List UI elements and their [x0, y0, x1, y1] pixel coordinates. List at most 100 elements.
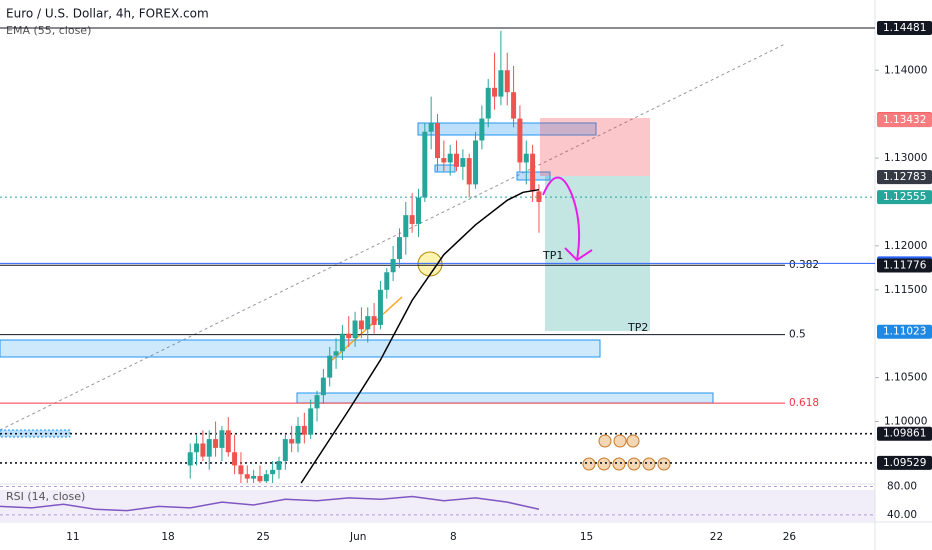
- ema-line: [300, 188, 540, 484]
- candle-body: [219, 430, 225, 448]
- x-tick-label: 26: [783, 531, 797, 543]
- candle-body: [523, 153, 529, 163]
- arrow: [542, 176, 593, 262]
- candle-body: [327, 355, 333, 378]
- trend-line: [0, 43, 786, 431]
- y-tick-label: 1.14000: [884, 64, 927, 76]
- candle-body: [517, 118, 523, 163]
- candle-body: [187, 452, 193, 466]
- candle-body: [251, 475, 257, 479]
- candle-body: [428, 122, 434, 132]
- candle-body: [320, 377, 326, 396]
- annotation: TP1: [542, 249, 563, 262]
- fib-label: 0.5: [789, 329, 806, 341]
- candle-body: [200, 443, 206, 457]
- candle-body: [238, 465, 244, 475]
- x-tick-label: 18: [161, 531, 174, 543]
- y-tick-label: 1.10500: [884, 372, 927, 384]
- candle-body: [504, 70, 510, 93]
- x-tick-label: 8: [450, 531, 457, 543]
- candle-body: [435, 122, 440, 159]
- candle-body: [511, 92, 517, 119]
- candle-body: [257, 475, 263, 482]
- chart-title: Euro / U.S. Dollar, 4h, FOREX.com: [6, 7, 209, 21]
- candle-body: [396, 237, 402, 260]
- candle-body: [485, 87, 491, 119]
- price-badge-label: 1.14481: [883, 22, 926, 34]
- candle-body: [206, 439, 212, 457]
- rsi-line: [0, 495, 540, 512]
- rsi-tick-label: 40.00: [887, 509, 917, 521]
- fib-label: 0.618: [789, 397, 819, 409]
- candle-body: [409, 215, 415, 224]
- zone: [0, 339, 601, 358]
- zone: [434, 164, 456, 173]
- candle-body: [422, 131, 428, 198]
- fib-label: 0.382: [789, 259, 819, 271]
- candle-body: [536, 191, 542, 202]
- candle-body: [415, 197, 421, 224]
- candle-body: [213, 439, 219, 448]
- indicator-label: RSI (14, close): [6, 490, 85, 503]
- candle-body: [466, 158, 472, 185]
- price-badge-label: 1.13432: [883, 114, 926, 126]
- y-tick-label: 1.12000: [884, 240, 927, 252]
- price-badge-label: 1.09861: [883, 428, 926, 440]
- candle-body: [454, 153, 460, 167]
- candle-body: [339, 333, 345, 352]
- candle-body: [225, 430, 231, 453]
- candle-body: [492, 87, 498, 97]
- candle-body: [352, 320, 358, 339]
- target-zone: [545, 176, 650, 331]
- price-badge: [877, 258, 932, 273]
- candle-body: [377, 289, 383, 325]
- candle-body: [295, 425, 301, 444]
- price-badge: [877, 190, 932, 205]
- candle-body: [194, 443, 200, 453]
- candle-body: [498, 70, 504, 97]
- candle-body: [358, 320, 364, 330]
- candle-body: [371, 316, 377, 325]
- price-badge-label: 1.12555: [883, 191, 926, 203]
- price-badge: [877, 170, 932, 185]
- candle-body: [276, 461, 282, 470]
- price-badge-label: 1.11023: [883, 326, 926, 338]
- price-badge: [877, 113, 932, 128]
- price-badge: [877, 455, 932, 470]
- candle-body: [333, 351, 339, 356]
- x-tick-label: 22: [710, 531, 723, 543]
- annotation: TP2: [627, 321, 648, 334]
- x-tick-label: 15: [580, 531, 593, 543]
- candle-body: [270, 469, 276, 475]
- candle-body: [365, 316, 371, 330]
- candle-body: [263, 474, 269, 482]
- price-badge: [877, 324, 932, 339]
- y-tick-label: 1.10000: [884, 416, 927, 428]
- candle-body: [390, 259, 396, 273]
- candle-body: [441, 158, 447, 163]
- candle-body: [473, 140, 479, 185]
- candle-body: [346, 333, 352, 339]
- zone: [417, 122, 597, 136]
- candle-body: [301, 425, 307, 435]
- candle-body: [289, 439, 295, 444]
- x-tick-label: Jun: [349, 531, 366, 543]
- circle-mark: [417, 251, 443, 277]
- indicator-label: EMA (55, close): [6, 24, 91, 37]
- candle-body: [384, 272, 390, 290]
- event-icons: [582, 434, 671, 471]
- candle-body: [460, 158, 466, 167]
- candle-body: [308, 408, 314, 435]
- candle-body: [314, 395, 320, 409]
- y-tick-label: 1.13000: [884, 152, 927, 164]
- x-tick-label: 25: [256, 531, 269, 543]
- price-badge-label: 1.12783: [883, 171, 926, 183]
- price-badge-label: 1.09529: [883, 457, 926, 469]
- rsi-band: [0, 490, 875, 521]
- candle-body: [244, 474, 250, 479]
- candle-body: [447, 153, 453, 163]
- price-badge: [877, 21, 932, 36]
- stop-zone: [540, 118, 650, 176]
- candle-body: [282, 439, 288, 462]
